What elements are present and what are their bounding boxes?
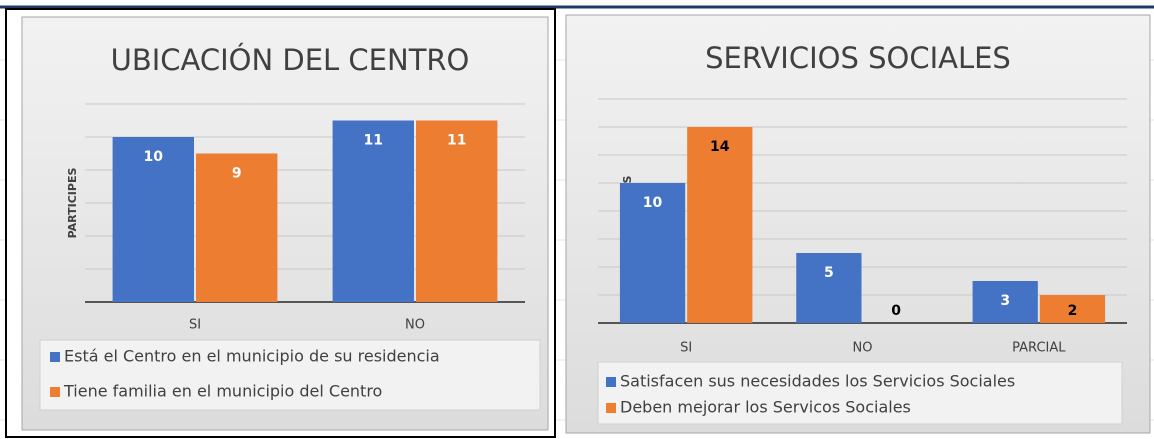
legend-label: Tiene familia en el municipio del Centro [63,382,382,401]
legend-label: Deben mejorar los Servicos Sociales [620,398,911,417]
data-label: 0 [891,303,901,319]
bar [416,120,498,302]
data-label: 11 [447,133,466,149]
data-label: 2 [1068,303,1078,319]
data-label: 3 [1000,293,1010,309]
legend-swatch [606,403,616,413]
chart-title: UBICACIÓN DEL CENTRO [111,43,470,77]
data-label: 10 [144,149,164,165]
legend-swatch [50,352,60,362]
data-label: 14 [710,139,730,155]
data-label: 10 [643,195,663,211]
legend-box [39,339,541,411]
bar [1039,295,1106,323]
data-label: 5 [824,265,834,281]
x-tick-label: SI [189,318,201,333]
bar [972,281,1038,323]
legend-box [597,361,1123,425]
x-tick-label: PARCIAL [1012,341,1066,356]
data-label: 9 [232,166,242,182]
data-label: 11 [364,133,383,149]
bar [332,120,414,302]
x-tick-label: NO [853,341,873,356]
x-tick-label: NO [405,318,425,333]
bar [112,137,194,302]
legend-label: Está el Centro en el municipio de su res… [64,347,440,366]
bar [796,253,862,323]
chart-title: SERVICIOS SOCIALES [705,41,1011,75]
legend-label: Satisfacen sus necesidades los Servicios… [620,372,1015,391]
bar [687,127,753,323]
y-axis-label: PARTICIPES [66,168,79,239]
bar [196,153,278,302]
x-tick-label: SI [680,341,692,356]
bar [619,183,686,323]
legend-swatch [50,387,60,397]
legend-swatch [606,377,616,387]
